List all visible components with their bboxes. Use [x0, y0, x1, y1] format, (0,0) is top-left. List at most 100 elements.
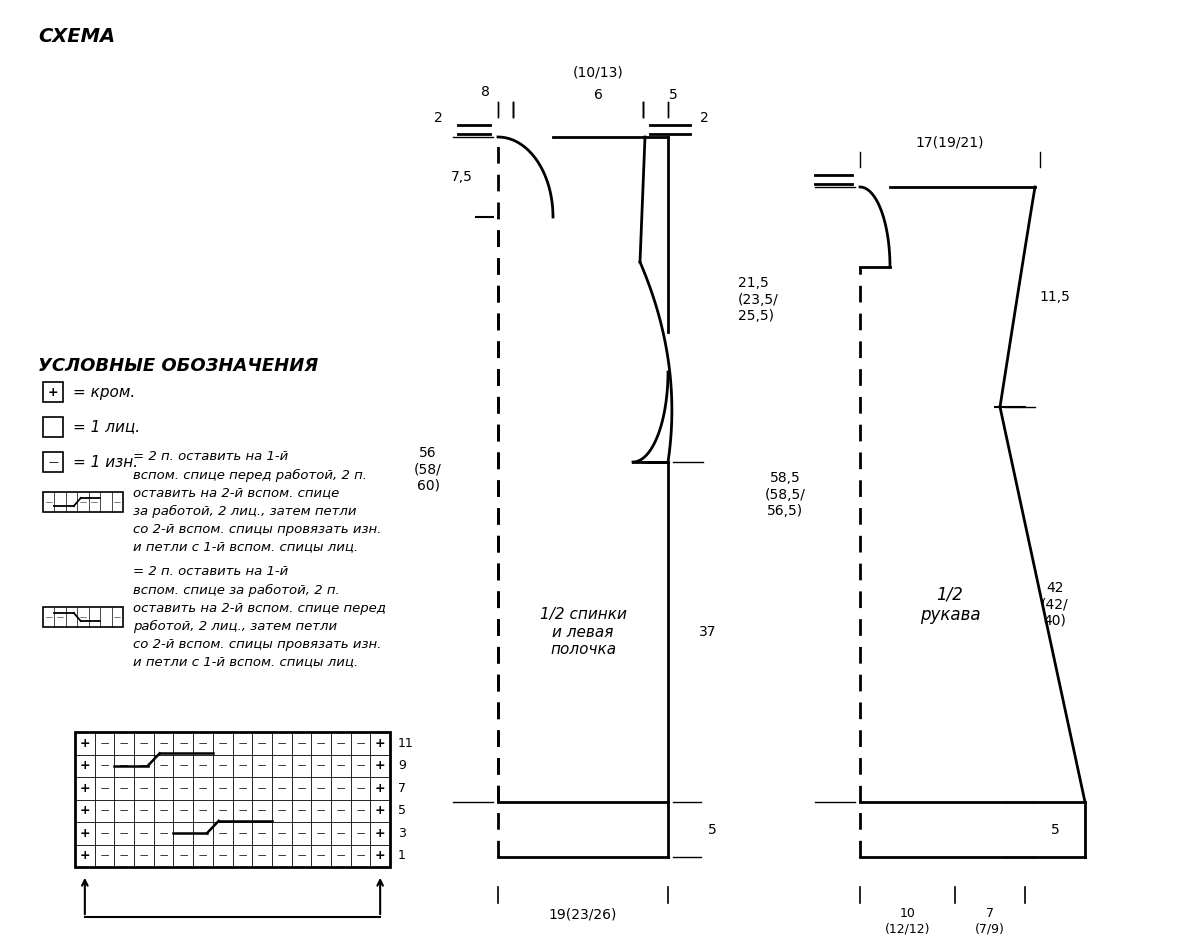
Text: —: —	[218, 806, 227, 815]
Text: —: —	[356, 829, 365, 838]
Text: 5: 5	[668, 88, 677, 102]
Bar	[43, 417, 64, 437]
Text: +: +	[374, 827, 385, 840]
Text: —: —	[356, 761, 365, 770]
Text: —: —	[199, 851, 208, 860]
Bar	[43, 452, 64, 472]
Text: —: —	[120, 761, 128, 770]
Text: 7,5: 7,5	[451, 170, 473, 184]
Text: —: —	[199, 784, 208, 793]
Text: —: —	[298, 829, 306, 838]
Text: 1: 1	[398, 849, 406, 863]
Text: —: —	[160, 739, 168, 748]
Text: —: —	[179, 829, 187, 838]
Text: —: —	[317, 829, 325, 838]
Text: —: —	[317, 851, 325, 860]
Text: —: —	[336, 829, 344, 838]
Text: —: —	[258, 739, 266, 748]
Text: —: —	[298, 851, 306, 860]
Text: —: —	[199, 806, 208, 815]
Text: —: —	[258, 829, 266, 838]
Text: 5: 5	[1051, 823, 1060, 836]
Text: —: —	[79, 499, 86, 505]
Text: 8: 8	[481, 85, 490, 99]
Text: 19(23/26): 19(23/26)	[548, 907, 617, 921]
Bar	[43, 492, 124, 512]
Text: —: —	[101, 829, 109, 838]
Text: 9: 9	[398, 759, 406, 772]
Text: 11,5: 11,5	[1039, 290, 1070, 304]
Text: —: —	[238, 851, 246, 860]
Text: —: —	[258, 784, 266, 793]
Text: —: —	[120, 829, 128, 838]
Text: 1/2 спинки
и левая
полочка: 1/2 спинки и левая полочка	[540, 607, 626, 657]
Text: —: —	[101, 761, 109, 770]
Text: —: —	[91, 499, 98, 505]
Text: —: —	[179, 784, 187, 793]
Bar	[74, 732, 390, 867]
Text: (10/13): (10/13)	[572, 65, 623, 79]
Text: —: —	[139, 761, 148, 770]
Text: —: —	[101, 784, 109, 793]
Text: +: +	[374, 759, 385, 772]
Text: 21,5
(23,5/
25,5): 21,5 (23,5/ 25,5)	[738, 277, 779, 323]
Text: —: —	[120, 739, 128, 748]
Text: —: —	[114, 499, 121, 505]
Bar	[43, 382, 64, 402]
Text: —: —	[317, 784, 325, 793]
Text: —: —	[218, 851, 227, 860]
Text: —: —	[238, 739, 246, 748]
Text: —: —	[277, 761, 286, 770]
Text: +: +	[79, 737, 90, 750]
Text: —: —	[356, 851, 365, 860]
Text: —: —	[298, 761, 306, 770]
Text: —: —	[101, 806, 109, 815]
Text: 42
(42/
40): 42 (42/ 40)	[1042, 581, 1069, 628]
Text: —: —	[317, 739, 325, 748]
Text: —: —	[317, 806, 325, 815]
Text: +: +	[79, 849, 90, 863]
Text: 2: 2	[700, 111, 709, 124]
Text: +: +	[374, 804, 385, 817]
Text: —: —	[277, 739, 286, 748]
Text: —: —	[139, 806, 148, 815]
Text: —: —	[277, 806, 286, 815]
Text: 37: 37	[700, 625, 716, 639]
Text: —: —	[298, 806, 306, 815]
Text: —: —	[298, 739, 306, 748]
Text: —: —	[179, 761, 187, 770]
Text: —: —	[258, 806, 266, 815]
Text: +: +	[79, 759, 90, 772]
Text: —: —	[160, 784, 168, 793]
Text: —: —	[139, 784, 148, 793]
Text: —: —	[356, 739, 365, 748]
Text: —: —	[199, 829, 208, 838]
Text: —: —	[101, 851, 109, 860]
Text: +: +	[79, 804, 90, 817]
Text: 58,5
(58,5/
56,5): 58,5 (58,5/ 56,5)	[764, 472, 805, 518]
Text: —: —	[46, 499, 53, 505]
Text: —: —	[317, 761, 325, 770]
Text: —: —	[139, 739, 148, 748]
Text: —: —	[218, 761, 227, 770]
Text: —: —	[120, 784, 128, 793]
Text: 1/2
рукава: 1/2 рукава	[919, 585, 980, 624]
Text: 6: 6	[594, 88, 602, 102]
Text: —: —	[218, 739, 227, 748]
Text: —: —	[56, 614, 64, 620]
Text: 5: 5	[398, 804, 406, 817]
Text: —: —	[336, 784, 344, 793]
Text: —: —	[199, 739, 208, 748]
Text: = кром.: = кром.	[73, 384, 136, 400]
Text: +: +	[79, 782, 90, 795]
Text: —: —	[298, 784, 306, 793]
Text: —: —	[46, 614, 53, 620]
Text: —: —	[258, 761, 266, 770]
Text: —: —	[258, 851, 266, 860]
Text: —: —	[160, 829, 168, 838]
Text: —: —	[277, 784, 286, 793]
Text: —: —	[120, 851, 128, 860]
Text: —: —	[356, 806, 365, 815]
Text: +: +	[79, 827, 90, 840]
Text: —: —	[238, 829, 246, 838]
